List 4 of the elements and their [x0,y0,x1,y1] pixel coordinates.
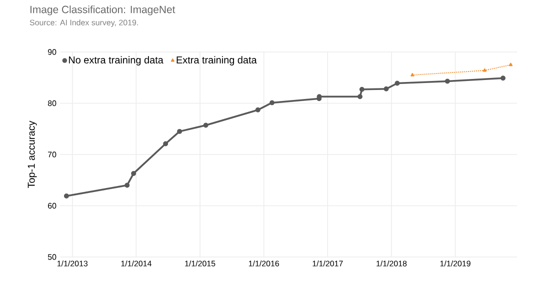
legend-label: Extra training data [176,56,257,66]
y-axis-title: Top-1 accuracy [28,120,37,188]
legend-label: No extra training data [68,56,164,66]
chart-title: Image Classification: ImageNet [30,6,176,16]
